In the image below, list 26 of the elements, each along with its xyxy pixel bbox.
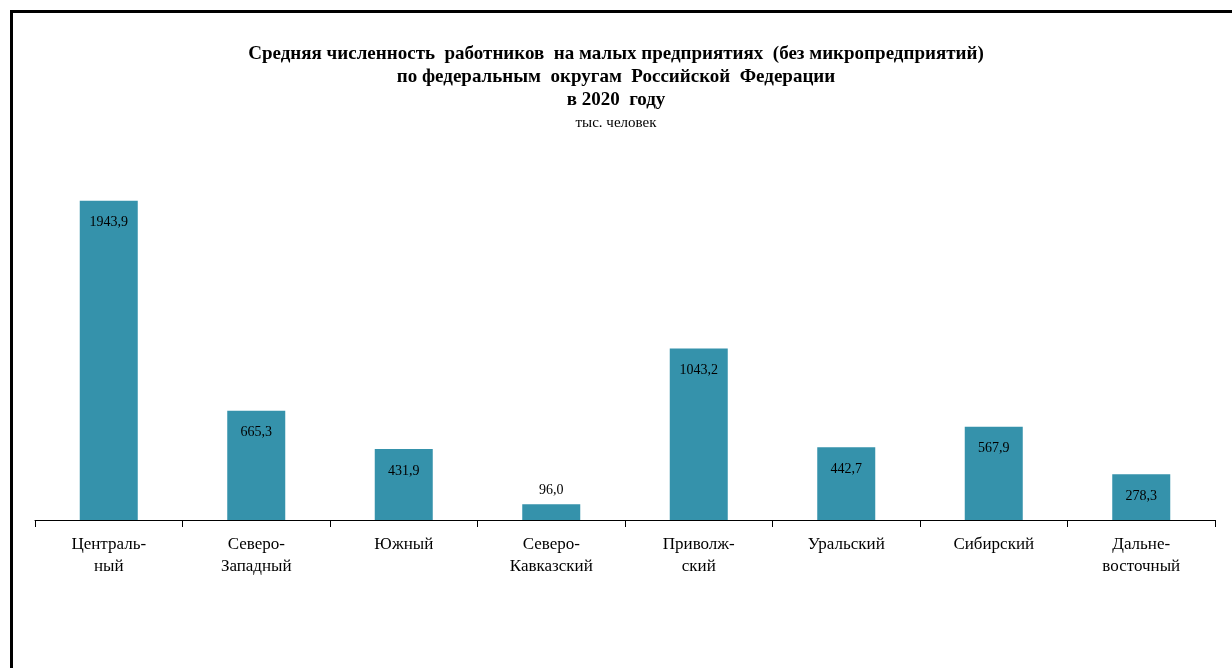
bar	[964, 426, 1023, 520]
data-label: 1043,2	[679, 362, 718, 378]
data-label: 431,9	[388, 462, 420, 478]
bar	[817, 447, 876, 520]
bar	[669, 348, 728, 520]
bar	[374, 449, 433, 520]
x-tick-label: Сибирский	[953, 533, 1035, 553]
chart-title: Средняя численность работников на малых предприятиях (без микропредприятий) по федеральным округам Российской Федерации в 2020 году	[248, 42, 984, 109]
data-label: 567,9	[978, 440, 1010, 456]
data-label: 442,7	[830, 460, 862, 476]
x-tick-label: Уральский	[807, 533, 885, 553]
x-tick-label: Северо- Кавказский	[509, 533, 593, 575]
data-label: 278,3	[1125, 487, 1157, 503]
data-label: 96,0	[539, 481, 564, 497]
x-tick-label: Дальне- восточный	[1102, 533, 1181, 575]
x-tick-label: Централь- ный	[71, 533, 147, 575]
x-tick-label: Южный	[374, 533, 434, 553]
chart-subtitle: тыс. человек	[575, 113, 658, 130]
data-label: 665,3	[240, 424, 272, 440]
bar	[79, 200, 138, 520]
bar	[522, 504, 581, 520]
x-tick-label: Приволж- ский	[662, 533, 736, 575]
x-tick-label: Северо- Западный	[220, 533, 292, 575]
data-label: 1943,9	[89, 214, 128, 230]
bar	[1112, 474, 1171, 520]
bar	[227, 410, 286, 520]
